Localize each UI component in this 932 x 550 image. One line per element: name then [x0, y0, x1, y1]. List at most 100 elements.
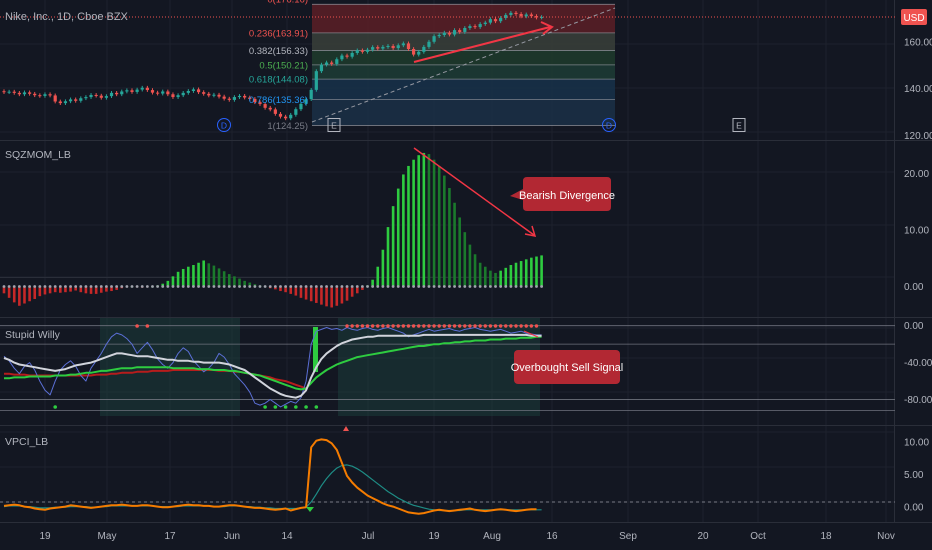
candle-body: [447, 32, 452, 35]
overbought-callout[interactable]: Overbought Sell Signal: [511, 350, 624, 384]
sqzmom-bar: [304, 286, 308, 300]
candle-body: [330, 62, 334, 64]
sqzmom-bar: [115, 286, 118, 290]
current-price-badge[interactable]: USD: [901, 9, 927, 25]
willy-sell-dot: [478, 324, 482, 328]
squeeze-dot: [340, 285, 344, 288]
sqzmom-axis: 20.00 10.00 0.00: [904, 169, 929, 293]
sqzmom-bar: [43, 286, 47, 295]
squeeze-dot: [407, 285, 410, 288]
squeeze-dot: [53, 285, 57, 288]
sqzmom-bar: [504, 267, 508, 287]
symbol-title[interactable]: Nike, Inc., 1D, Cboe BZX: [5, 11, 129, 23]
willy-buy-dot: [314, 405, 319, 409]
willy-sell-dot: [360, 324, 365, 328]
willy-pane[interactable]: Stupid Willy Overbought Sell Signal 0.00…: [0, 318, 932, 416]
willy-sell-dot: [447, 324, 452, 328]
sqzmom-bar: [473, 254, 477, 287]
sqzmom-bar: [59, 286, 62, 293]
squeeze-dot: [202, 285, 206, 288]
candle-body: [243, 95, 247, 98]
candle-body: [7, 91, 11, 93]
price-tick-0: 160.00: [904, 38, 932, 49]
vpci-tick-0: 10.00: [904, 438, 929, 449]
candle-body: [125, 90, 129, 92]
willy-sell-dot: [396, 324, 400, 328]
willy-fast-line: [3, 327, 542, 408]
candle-body: [509, 12, 513, 15]
price-pane[interactable]: 0.236(163.91) 0.382(156.33) 0.5(150.21) 0.6…: [0, 0, 932, 142]
candle-body: [299, 103, 303, 110]
sqzmom-bar: [432, 159, 436, 287]
sqzmom-bar: [483, 266, 487, 287]
candle-body: [478, 24, 482, 28]
sqzmom-bar: [361, 286, 364, 290]
fib-label-2: 0.5(150.21): [259, 60, 308, 71]
squeeze-dot: [268, 285, 272, 288]
candle-body: [335, 59, 339, 64]
sqzmom-bar: [437, 165, 441, 287]
candle-body: [150, 90, 155, 93]
sqzmom-bar: [386, 227, 390, 287]
candle-body: [191, 89, 196, 91]
time-label-6: 19: [428, 531, 440, 542]
willy-sell-dot: [427, 324, 431, 328]
sqzmom-bar: [227, 274, 231, 287]
sqzmom-title[interactable]: SQZMOM_LB: [5, 149, 71, 161]
fib-label-4: 0.786(135.36): [249, 95, 308, 106]
price-tick-1: 140.00: [904, 84, 932, 95]
willy-sell-dot: [524, 324, 528, 328]
sqzmom-bar: [192, 265, 195, 287]
squeeze-dot: [483, 285, 487, 288]
squeeze-dot: [176, 285, 180, 288]
sqzmom-bar: [171, 276, 175, 287]
sqzmom-bar: [340, 286, 344, 304]
squeeze-dot: [120, 285, 124, 288]
sqzmom-bar: [279, 286, 282, 292]
candle-body: [104, 96, 108, 98]
candle-body: [217, 94, 221, 97]
sqzmom-bar: [161, 283, 165, 287]
candle-body: [94, 94, 98, 96]
squeeze-dot: [540, 285, 543, 288]
vpci-title[interactable]: VPCI_LB: [5, 436, 48, 448]
bearish-divergence-callout[interactable]: Bearish Divergence: [510, 177, 615, 211]
vpci-pane[interactable]: VPCI_LB 10.00 5.00 0.00: [0, 426, 929, 515]
squeeze-dot: [468, 285, 472, 288]
candle-body: [493, 19, 498, 22]
candle-body: [22, 92, 27, 95]
candle-body: [401, 43, 405, 46]
squeeze-dot: [12, 285, 16, 288]
candle-body: [432, 36, 436, 42]
sqzmom-bar: [202, 260, 205, 287]
candle-body: [74, 99, 78, 101]
squeeze-dot: [417, 285, 421, 288]
candle-body: [468, 26, 472, 28]
event-marker-ring-2: [602, 118, 616, 132]
sqzmom-bar: [274, 286, 277, 290]
sqzmom-bar: [197, 262, 200, 287]
squeeze-dot: [396, 285, 400, 288]
fib-label-0: 0.236(163.91): [249, 28, 308, 39]
willy-sell-dot: [401, 324, 406, 328]
sqzmom-bar: [243, 280, 246, 287]
squeeze-dot: [186, 285, 190, 288]
candle-body: [376, 47, 380, 49]
candle-body: [540, 17, 544, 19]
willy-title[interactable]: Stupid Willy: [5, 329, 61, 341]
squeeze-dot: [412, 285, 415, 288]
squeeze-dot: [217, 285, 221, 288]
squeeze-dot: [69, 285, 72, 288]
fib-zone-3: [312, 64, 615, 80]
sqzmom-bar: [309, 286, 313, 302]
price-axis: 160.00 140.00 120.00: [904, 38, 932, 142]
vpci-tick-1: 5.00: [904, 470, 924, 481]
time-label-9: Sep: [619, 531, 637, 542]
fib-zone-4: [312, 79, 615, 100]
sqzmom-bar: [176, 271, 180, 287]
time-axis[interactable]: 19 May 17 Jun 14 Jul 19 Aug 16 Sep 20 Oct 18 Nov: [39, 531, 894, 542]
sqzmom-bar: [79, 286, 83, 293]
sqzmom-pane[interactable]: SQZMOM_LB Bearish Divergence 20.00 10.00 0…: [0, 147, 929, 308]
time-label-12: 18: [820, 531, 832, 542]
